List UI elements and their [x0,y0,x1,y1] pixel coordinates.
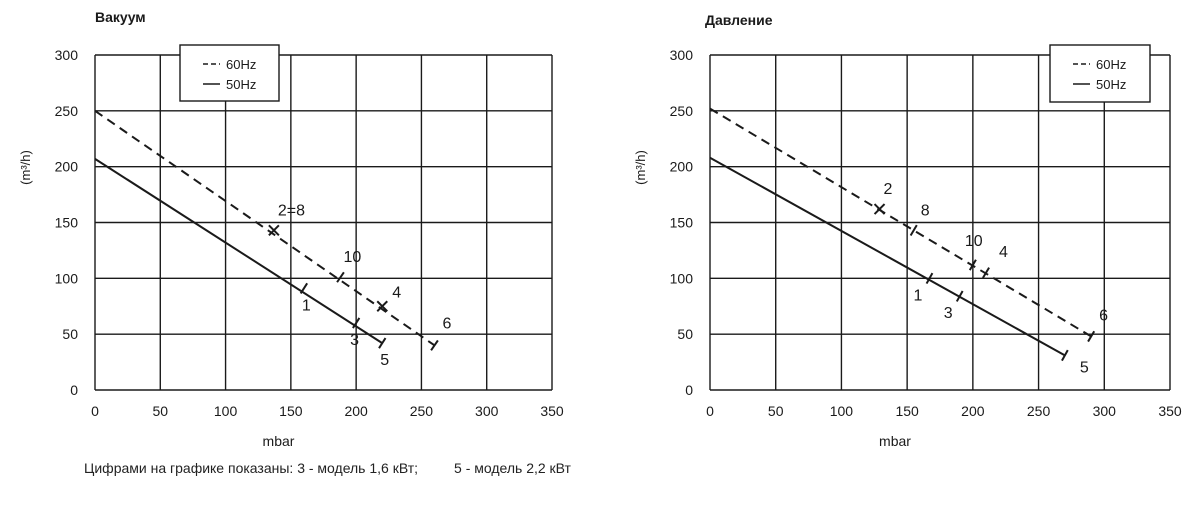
y-tick-label: 0 [685,382,693,398]
legend-label-50hz: 50Hz [1096,77,1126,92]
x-tick-label: 50 [768,403,784,419]
model-marker [299,282,308,294]
model-marker [430,339,439,351]
x-tick-label: 100 [830,403,854,419]
y-tick-label: 300 [670,47,694,63]
footnote-models-2: 5 - модель 2,2 кВт [454,460,571,476]
model-label: 3 [944,305,953,322]
model-label: 6 [442,315,451,332]
x-tick-label: 300 [1093,403,1117,419]
model-label: 4 [392,284,401,301]
legend-label-60hz: 60Hz [226,57,256,72]
x-axis-label: mbar [263,433,295,449]
x-tick-label: 250 [410,403,434,419]
legend-box [1049,44,1151,103]
y-tick-label: 100 [55,270,79,286]
x-tick-label: 200 [961,403,985,419]
x-tick-label: 150 [279,403,303,419]
y-tick-label: 300 [55,47,79,63]
model-label: 3 [350,332,359,349]
y-tick-label: 50 [677,326,693,342]
pressure-chart: Давление 0 50 100 150 200 250 300 350 0 50 100 150 20… [633,12,1182,449]
model-marker [268,224,280,237]
x-tick-label: 200 [344,403,368,419]
model-label: 10 [965,233,983,250]
model-label: 4 [999,244,1008,261]
y-axis-label: (m³/h) [18,150,33,185]
y-tick-label: 250 [55,103,79,119]
legend-box [179,44,280,102]
model-marker [352,317,361,329]
x-tick-label: 250 [1027,403,1051,419]
x-tick-label: 0 [706,403,714,419]
model-label: 1 [302,297,311,314]
model-marker [955,290,964,302]
y-tick-label: 50 [62,326,78,342]
series-line-60hz [94,110,436,347]
footnote-models-1: Цифрами на графике показаны: 3 - модель … [84,460,419,476]
x-tick-label: 100 [214,403,238,419]
y-tick-label: 100 [670,270,694,286]
model-marker [968,259,977,271]
model-label: 5 [1080,359,1089,376]
x-tick-label: 0 [91,403,99,419]
model-marker [925,272,934,285]
y-tick-label: 200 [55,159,79,175]
y-tick-label: 150 [55,215,79,231]
x-tick-label: 350 [540,403,564,419]
x-tick-label: 150 [895,403,919,419]
model-marker [1087,330,1096,343]
footnote: Цифрами на графике показаны: 3 - модель … [84,460,571,476]
model-marker [873,203,886,215]
model-marker [376,300,388,312]
model-marker [982,267,990,279]
model-marker [336,271,345,283]
y-tick-label: 200 [670,159,694,175]
series-line-50hz [94,158,383,344]
y-tick-label: 0 [70,382,78,398]
y-tick-label: 150 [670,215,694,231]
model-label: 10 [343,249,361,266]
model-label: 6 [1099,307,1108,324]
series-line-50hz [709,156,1066,357]
model-marker [909,224,918,236]
model-label: 1 [913,287,922,304]
x-tick-label: 350 [1158,403,1182,419]
y-tick-label: 250 [670,103,694,119]
chart-title: Давление [705,12,773,28]
legend-label-50hz: 50Hz [226,77,256,92]
model-label: 2 [884,181,893,198]
legend-label-60hz: 60Hz [1096,57,1126,72]
x-tick-label: 300 [475,403,499,419]
y-axis-label: (m³/h) [633,150,648,185]
model-label: 8 [921,202,930,219]
model-label: 2=8 [278,202,305,219]
x-axis-label: mbar [879,433,911,449]
model-marker [378,337,387,349]
model-marker [1061,349,1069,362]
vacuum-chart: Вакуум 0 50 100 150 200 250 300 350 0 50 100 150 200 2… [18,9,564,449]
chart-title: Вакуум [95,9,146,25]
x-tick-label: 50 [152,403,168,419]
model-label: 5 [380,352,389,369]
